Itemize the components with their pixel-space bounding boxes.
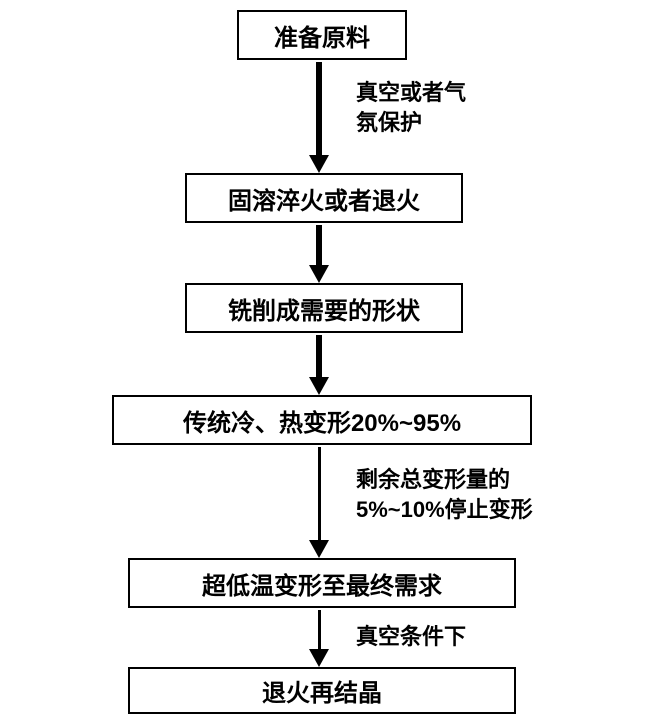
arrow-line [316,62,322,157]
arrow-line [316,335,322,379]
node-label: 固溶淬火或者退火 [228,181,420,216]
edge-label-text: 真空或者气氛保护 [356,80,466,135]
arrow-head [309,540,329,558]
edge-label-text: 真空条件下 [356,624,466,649]
node-label: 超低温变形至最终需求 [202,566,442,601]
node-label: 传统冷、热变形20%~95% [183,403,461,438]
flow-node-cryogenic: 超低温变形至最终需求 [128,558,516,608]
node-label: 退火再结晶 [262,673,382,708]
flow-node-deformation: 传统冷、热变形20%~95% [112,395,532,445]
edge-label-vacuum: 真空或者气氛保护 [356,78,466,137]
arrow-line [316,225,322,267]
arrow-line [318,447,321,542]
flowchart-container: 准备原料 真空或者气氛保护 固溶淬火或者退火 铣削成需要的形状 传统冷、热变形2… [0,0,670,717]
flow-node-prepare: 准备原料 [237,10,407,60]
node-label: 准备原料 [274,18,370,53]
arrow-head [309,265,329,283]
arrow-head [309,155,329,173]
edge-label-vacuum2: 真空条件下 [356,622,466,652]
arrow-head [309,649,329,667]
arrow-line [318,610,321,651]
flow-node-milling: 铣削成需要的形状 [185,283,463,333]
edge-label-text: 剩余总变形量的5%~10%停止变形 [356,467,533,522]
arrow-head [309,377,329,395]
flow-node-anneal: 退火再结晶 [128,667,516,714]
flow-node-solution: 固溶淬火或者退火 [185,173,463,223]
node-label: 铣削成需要的形状 [228,291,420,326]
edge-label-remaining: 剩余总变形量的5%~10%停止变形 [356,465,533,524]
